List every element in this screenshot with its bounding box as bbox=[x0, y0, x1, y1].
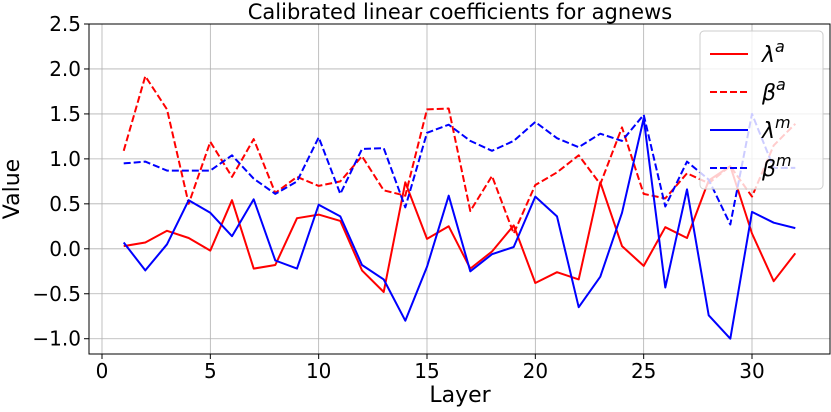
x-tick-label: 0 bbox=[96, 359, 109, 383]
x-axis-label: Layer bbox=[429, 383, 491, 408]
legend-box bbox=[699, 30, 824, 190]
y-tick-label: −1.0 bbox=[32, 327, 81, 351]
x-tick-label: 30 bbox=[739, 359, 764, 383]
x-tick-label: 15 bbox=[414, 359, 439, 383]
y-tick-label: −0.5 bbox=[32, 282, 81, 306]
y-axis-label: Value bbox=[0, 159, 25, 219]
y-tick-label: 0.0 bbox=[49, 237, 81, 261]
y-tick-label: 0.5 bbox=[49, 192, 81, 216]
x-tick-label: 25 bbox=[631, 359, 656, 383]
series-line-a-dashed bbox=[122, 75, 797, 235]
y-tick-label: 1.0 bbox=[49, 147, 81, 171]
y-tick-label: 2.0 bbox=[49, 57, 81, 81]
x-tick-label: 20 bbox=[523, 359, 548, 383]
series-line-m-dashed bbox=[123, 112, 796, 226]
y-tick-label: 2.5 bbox=[49, 12, 81, 36]
y-tick-label: 1.5 bbox=[49, 102, 81, 126]
x-tick-label: 10 bbox=[306, 359, 331, 383]
series-line-a-solid bbox=[123, 165, 797, 293]
plot-frame bbox=[88, 23, 831, 355]
axis-ticks: 0 5 10 15 20 25 30 −1.0 −0.5 0.0 0.5 1.0 1.5 2.0 2.5 bbox=[32, 12, 764, 383]
chart-title: Calibrated linear coefficients for agnew… bbox=[248, 0, 672, 24]
series-line-m-solid bbox=[122, 117, 796, 340]
x-tick-label: 5 bbox=[204, 359, 217, 383]
series-lines bbox=[122, 75, 797, 340]
